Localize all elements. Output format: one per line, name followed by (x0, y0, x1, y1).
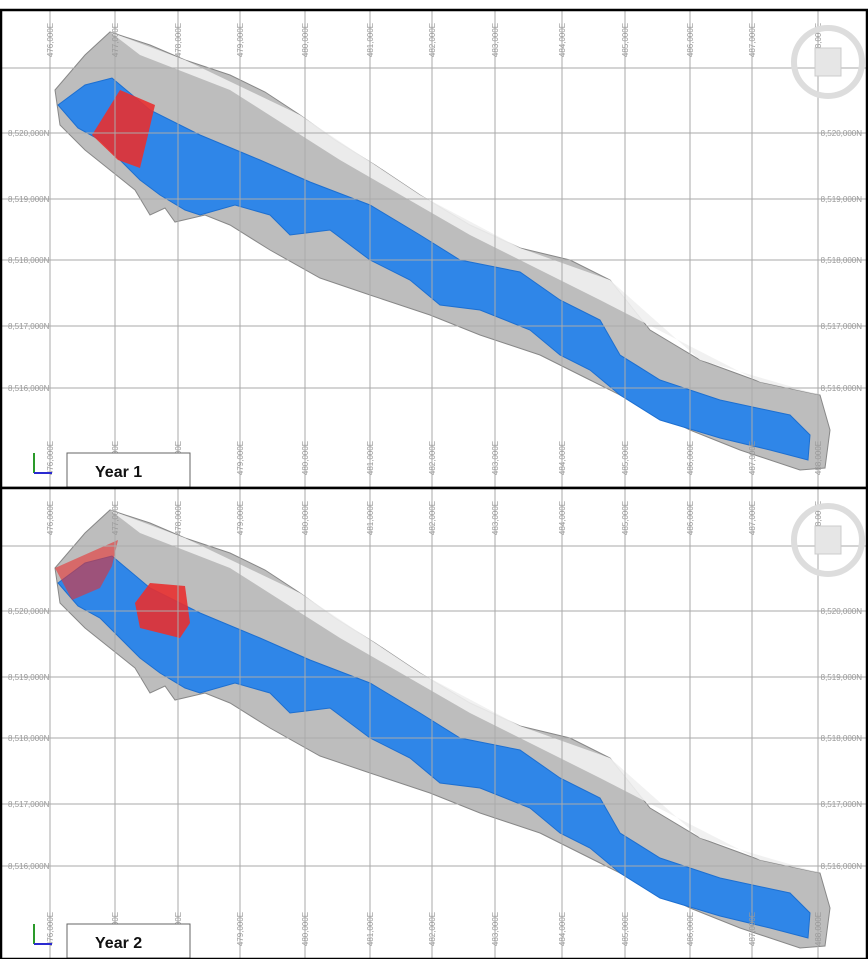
northing-label: 8,519,000N (8, 195, 50, 204)
year-label: Year 2 (95, 935, 142, 952)
easting-label: 487,000E (748, 441, 757, 475)
easting-label: 478,000E (174, 501, 183, 535)
year-label: Year 1 (95, 464, 142, 481)
northing-label: 8,519,000N (8, 673, 50, 682)
easting-label: 479,000E (236, 23, 245, 57)
easting-label: 485,000E (621, 23, 630, 57)
easting-label: 477,000E (111, 501, 120, 535)
northing-label: 8,520,000N (821, 129, 863, 138)
easting-label: 483,000E (491, 23, 500, 57)
easting-label: 486,000E (686, 912, 695, 946)
northing-label: 8,519,000N (821, 195, 863, 204)
northing-label: 8,518,000N (8, 734, 50, 743)
easting-label: 476,000E (46, 912, 55, 946)
easting-label: 476,000E (46, 441, 55, 475)
easting-label: 476,000E (46, 23, 55, 57)
map-panel: 476,000E476,000E477,000E477,000E478,000E… (0, 488, 868, 959)
northing-label: 8,520,000N (8, 129, 50, 138)
map-panel: 476,000E476,000E477,000E477,000E478,000E… (0, 10, 868, 488)
easting-label: 487,000E (748, 501, 757, 535)
easting-label: 481,000E (366, 501, 375, 535)
easting-label: 488,000E (814, 441, 823, 475)
easting-label: 480,000E (301, 23, 310, 57)
easting-label: 481,000E (366, 912, 375, 946)
easting-label: 480,000E (301, 912, 310, 946)
easting-label: 486,000E (686, 23, 695, 57)
northing-label: 8,516,000N (8, 384, 50, 393)
northing-label: 8,517,000N (821, 800, 863, 809)
easting-label: 486,000E (686, 501, 695, 535)
northing-label: 8,516,000N (8, 862, 50, 871)
compass-center (815, 526, 841, 554)
easting-label: 477,000E (111, 23, 120, 57)
northing-label: 8,519,000N (821, 673, 863, 682)
northing-label: 8,518,000N (821, 256, 863, 265)
easting-label: 482,000E (428, 441, 437, 475)
easting-label: 482,000E (428, 501, 437, 535)
easting-label: 487,000E (748, 23, 757, 57)
easting-label: 484,000E (558, 912, 567, 946)
easting-label: 484,000E (558, 501, 567, 535)
easting-label: 482,000E (428, 23, 437, 57)
northing-label: 8,520,000N (821, 607, 863, 616)
easting-label: 482,000E (428, 912, 437, 946)
northing-label: 8,518,000N (821, 734, 863, 743)
easting-label: 483,000E (491, 441, 500, 475)
easting-label: 479,000E (236, 501, 245, 535)
northing-label: 8,520,000N (8, 607, 50, 616)
easting-label: 480,000E (301, 501, 310, 535)
easting-label: 485,000E (621, 912, 630, 946)
easting-label: 485,000E (621, 441, 630, 475)
easting-label: 486,000E (686, 441, 695, 475)
easting-label: 479,000E (236, 441, 245, 475)
easting-label: 478,000E (174, 23, 183, 57)
northing-label: 8,517,000N (821, 322, 863, 331)
easting-label: 484,000E (558, 23, 567, 57)
easting-label: 481,000E (366, 23, 375, 57)
northing-label: 8,516,000N (821, 384, 863, 393)
easting-label: 488,000E (814, 912, 823, 946)
northing-label: 8,516,000N (821, 862, 863, 871)
northing-label: 8,517,000N (8, 800, 50, 809)
easting-label: 483,000E (491, 912, 500, 946)
page: 476,000E 476,000E 477,000E 477,000E 478,000E… (0, 0, 868, 959)
compass-center (815, 48, 841, 76)
easting-label: 483,000E (491, 501, 500, 535)
easting-label: 484,000E (558, 441, 567, 475)
easting-label: 479,000E (236, 912, 245, 946)
easting-label: 481,000E (366, 441, 375, 475)
map-view: 476,000E 476,000E 477,000E 477,000E 478,000E… (0, 0, 868, 959)
easting-label: 476,000E (46, 501, 55, 535)
northing-label: 8,518,000N (8, 256, 50, 265)
northing-label: 8,517,000N (8, 322, 50, 331)
easting-label: 480,000E (301, 441, 310, 475)
easting-label: 485,000E (621, 501, 630, 535)
easting-label: 487,000E (748, 912, 757, 946)
